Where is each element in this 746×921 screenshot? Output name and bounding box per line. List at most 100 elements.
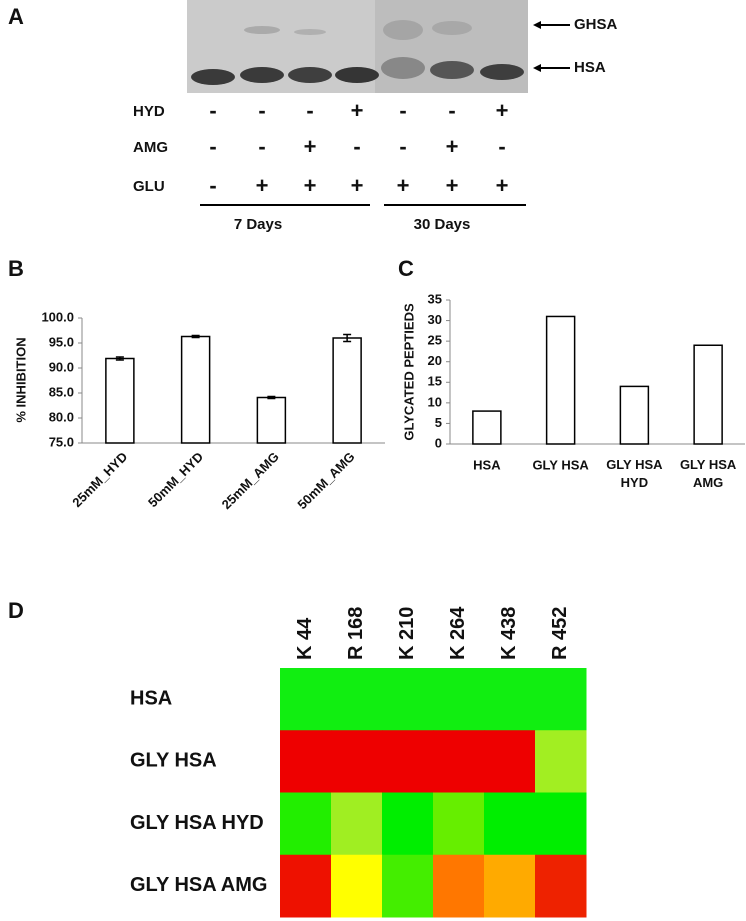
error-bar xyxy=(191,334,200,339)
group-label: 7 Days xyxy=(234,216,282,233)
sign: - xyxy=(448,98,455,123)
panel-label: B xyxy=(8,256,24,281)
bar xyxy=(256,396,287,444)
y-tick-label: 5 xyxy=(435,415,442,430)
x-tick-label: 50mM_HYD xyxy=(145,449,206,510)
column-label: K 210 xyxy=(396,607,418,660)
x-tick-label: 50mM_AMG xyxy=(294,449,357,512)
error-bar xyxy=(267,395,276,400)
heatmap-cell xyxy=(535,730,587,793)
bar xyxy=(332,337,362,444)
heatmap-cell xyxy=(433,854,485,918)
heatmap-cell xyxy=(433,730,485,793)
error-bar xyxy=(343,333,352,343)
column-label: R 452 xyxy=(549,607,571,660)
heatmap-cell xyxy=(382,668,434,731)
x-tick-label: GLY HSA AMG xyxy=(680,457,737,490)
y-tick-label: 75.0 xyxy=(49,434,74,449)
sign: + xyxy=(496,98,509,123)
sign: - xyxy=(399,98,406,123)
error-bar xyxy=(115,356,124,361)
sign: - xyxy=(353,134,360,159)
heatmap-cell xyxy=(382,792,434,856)
heatmap-cell xyxy=(484,792,536,856)
heatmap-cell xyxy=(280,668,332,731)
heatmap-cell xyxy=(280,792,332,856)
x-tick-label: GLY HSA HYD xyxy=(606,457,663,490)
heatmap-cell xyxy=(484,854,536,918)
heatmap-cell xyxy=(382,854,434,918)
heatmap-cell xyxy=(331,730,383,793)
column-label: R 168 xyxy=(345,607,367,660)
bar xyxy=(180,335,211,444)
y-axis-label: GLYCATED PEPTIEDS xyxy=(401,303,416,441)
gel-image xyxy=(187,0,528,93)
sign: - xyxy=(498,134,505,159)
panel-label: A xyxy=(8,4,24,29)
sign: + xyxy=(304,173,317,198)
column-label: K 44 xyxy=(294,617,316,660)
row-label: AMG xyxy=(133,139,168,156)
column-label: K 438 xyxy=(498,607,520,660)
bar xyxy=(545,315,576,445)
heatmap-cell xyxy=(331,792,383,856)
heatmap-cell xyxy=(331,668,383,731)
sign: + xyxy=(397,173,410,198)
heatmap-cell xyxy=(433,792,485,856)
bar xyxy=(472,410,502,445)
y-tick-label: 80.0 xyxy=(49,409,74,424)
arrow-head xyxy=(533,21,541,29)
heatmap-cell xyxy=(331,854,383,918)
x-tick-label: GLY HSA xyxy=(532,457,589,472)
sign: - xyxy=(399,134,406,159)
x-tick-label: 25mM_AMG xyxy=(219,449,282,512)
group-label: 30 Days xyxy=(414,216,471,233)
y-tick-label: 15 xyxy=(428,374,442,389)
y-tick-label: 95.0 xyxy=(49,334,74,349)
row-label: GLU xyxy=(133,178,165,195)
y-tick-label: 35 xyxy=(428,291,442,306)
y-axis-label: % INHIBITION xyxy=(13,337,28,422)
heatmap-cell xyxy=(433,668,485,731)
x-tick-label: 25mM_HYD xyxy=(69,449,130,510)
sign: - xyxy=(258,134,265,159)
y-tick-label: 20 xyxy=(428,353,442,368)
bar xyxy=(105,357,135,444)
y-tick-label: 90.0 xyxy=(49,359,74,374)
sign: + xyxy=(351,98,364,123)
heatmap-cell xyxy=(535,792,587,856)
sign: - xyxy=(209,134,216,159)
heatmap-cell xyxy=(382,730,434,793)
heatmap-cell xyxy=(535,854,587,918)
row-label: HSA xyxy=(130,687,172,709)
sign: - xyxy=(209,173,216,198)
sign: + xyxy=(256,173,269,198)
marker-label: GHSA xyxy=(574,16,618,33)
y-tick-label: 30 xyxy=(428,312,442,327)
sign: - xyxy=(306,98,313,123)
marker-label: HSA xyxy=(574,59,606,76)
row-label: GLY HSA AMG xyxy=(130,874,267,896)
row-label: HYD xyxy=(133,103,165,120)
column-label: K 264 xyxy=(447,606,469,660)
sign: - xyxy=(209,98,216,123)
x-tick-label: HSA xyxy=(473,457,501,472)
arrow-head xyxy=(533,64,541,72)
panel-label: C xyxy=(398,256,414,281)
sign: + xyxy=(351,173,364,198)
heatmap-cell xyxy=(484,730,536,793)
heatmap-cell xyxy=(535,668,587,731)
sign: + xyxy=(446,173,459,198)
sign: + xyxy=(304,134,317,159)
y-tick-label: 100.0 xyxy=(41,309,74,324)
row-label: GLY HSA xyxy=(130,750,217,772)
bar xyxy=(619,385,650,445)
y-tick-label: 25 xyxy=(428,333,442,348)
y-tick-label: 0 xyxy=(435,435,442,450)
heatmap-cell xyxy=(280,854,332,918)
heatmap-cell xyxy=(484,668,536,731)
y-tick-label: 10 xyxy=(428,394,442,409)
heatmap-cell xyxy=(280,730,332,793)
panel-label: D xyxy=(8,598,24,623)
